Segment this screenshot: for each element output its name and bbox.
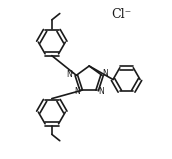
Text: N: N [103,69,108,78]
Text: N: N [98,87,104,96]
Text: N: N [74,87,80,96]
Text: Cl⁻: Cl⁻ [111,8,131,21]
Text: N: N [66,70,72,79]
Text: +: + [69,70,74,75]
